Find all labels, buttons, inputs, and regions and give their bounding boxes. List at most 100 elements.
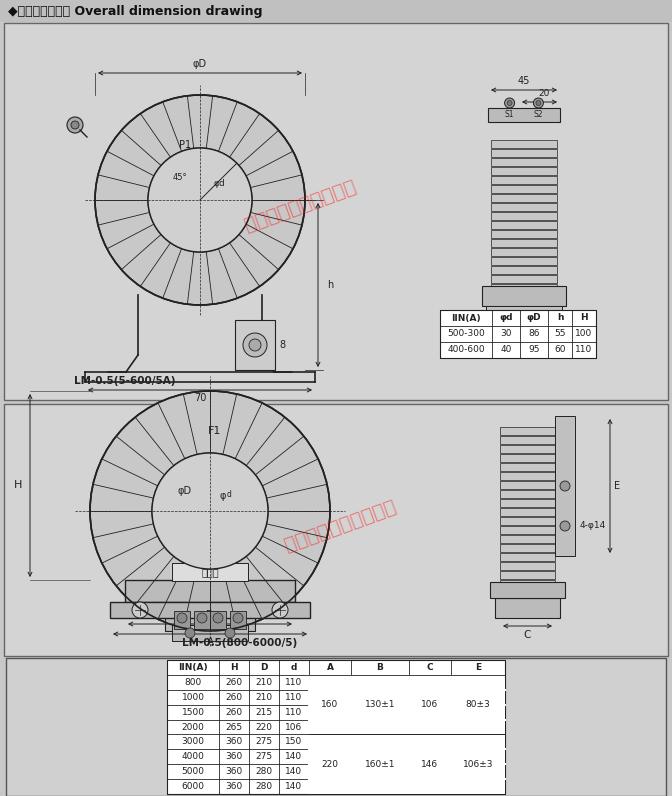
- Text: 95: 95: [528, 345, 540, 354]
- Bar: [495, 598, 560, 618]
- Bar: [500, 427, 555, 435]
- Bar: [491, 149, 557, 157]
- Bar: [409, 675, 451, 735]
- Text: 3000: 3000: [181, 737, 204, 747]
- Text: φd: φd: [499, 314, 513, 322]
- Text: 130±1: 130±1: [365, 700, 395, 709]
- Text: φD: φD: [178, 486, 192, 496]
- Text: 220: 220: [255, 723, 273, 732]
- Circle shape: [534, 98, 544, 108]
- Text: 55: 55: [554, 330, 566, 338]
- Text: φD: φD: [527, 314, 542, 322]
- Text: 500-300: 500-300: [447, 330, 485, 338]
- Text: P1: P1: [179, 140, 191, 150]
- Bar: [351, 675, 409, 735]
- Bar: [172, 563, 248, 581]
- Text: 150: 150: [286, 737, 302, 747]
- Circle shape: [90, 391, 330, 631]
- Text: C: C: [427, 663, 433, 672]
- Text: 360: 360: [225, 737, 243, 747]
- Text: 210: 210: [255, 678, 273, 687]
- Text: 1500: 1500: [181, 708, 204, 716]
- Text: 20: 20: [538, 89, 550, 98]
- Text: S1: S1: [505, 110, 514, 119]
- Text: 140: 140: [286, 752, 302, 761]
- Text: 260: 260: [225, 708, 243, 716]
- Text: 70: 70: [194, 393, 206, 403]
- Text: 106: 106: [421, 700, 439, 709]
- Bar: [491, 158, 557, 166]
- Circle shape: [505, 98, 515, 108]
- Text: 上海五凌電氣有限公司: 上海五凌電氣有限公司: [241, 177, 358, 235]
- Bar: [174, 611, 190, 629]
- Bar: [451, 735, 505, 794]
- Bar: [482, 286, 566, 306]
- Bar: [500, 553, 555, 561]
- Circle shape: [249, 339, 261, 351]
- Circle shape: [507, 100, 512, 106]
- Text: D: D: [260, 663, 267, 672]
- Circle shape: [148, 148, 252, 252]
- Bar: [172, 625, 248, 641]
- Text: 800: 800: [184, 678, 202, 687]
- Bar: [500, 517, 555, 525]
- Text: 140: 140: [286, 782, 302, 791]
- Text: 45°: 45°: [173, 174, 187, 182]
- Circle shape: [197, 613, 207, 623]
- Bar: [194, 611, 210, 629]
- Text: E: E: [614, 481, 620, 491]
- Bar: [500, 526, 555, 534]
- Bar: [500, 562, 555, 570]
- Text: 160±1: 160±1: [365, 759, 395, 769]
- Bar: [167, 660, 505, 794]
- Bar: [555, 416, 575, 556]
- Bar: [500, 490, 555, 498]
- Bar: [309, 675, 351, 735]
- Text: φ: φ: [220, 491, 226, 501]
- Bar: [491, 221, 557, 229]
- Text: 140: 140: [286, 767, 302, 776]
- Text: 40: 40: [501, 345, 511, 354]
- Bar: [125, 580, 295, 602]
- Text: C: C: [523, 630, 531, 640]
- Bar: [500, 580, 555, 588]
- Bar: [491, 140, 557, 148]
- Bar: [488, 108, 560, 122]
- Text: 360: 360: [225, 752, 243, 761]
- Text: 280: 280: [255, 767, 273, 776]
- Bar: [491, 176, 557, 184]
- Bar: [309, 735, 351, 794]
- Bar: [500, 454, 555, 462]
- Bar: [4, 23, 668, 400]
- Bar: [500, 508, 555, 516]
- Circle shape: [560, 481, 570, 491]
- Circle shape: [233, 613, 243, 623]
- Bar: [500, 445, 555, 453]
- Text: 6000: 6000: [181, 782, 204, 791]
- Bar: [6, 658, 666, 796]
- Text: 5000: 5000: [181, 767, 204, 776]
- Bar: [110, 602, 310, 618]
- Bar: [210, 611, 226, 629]
- Circle shape: [71, 121, 79, 129]
- Text: 86: 86: [528, 330, 540, 338]
- Text: 60: 60: [554, 345, 566, 354]
- Text: H: H: [230, 663, 238, 672]
- Text: A: A: [206, 637, 214, 647]
- Text: h: h: [556, 314, 563, 322]
- Bar: [491, 185, 557, 193]
- Bar: [491, 230, 557, 238]
- Bar: [409, 735, 451, 794]
- Text: 265: 265: [225, 723, 243, 732]
- Circle shape: [148, 148, 252, 252]
- Text: 110: 110: [286, 693, 302, 702]
- Text: IIN(A): IIN(A): [451, 314, 480, 322]
- Bar: [491, 275, 557, 283]
- Text: 110: 110: [286, 708, 302, 716]
- Text: 260: 260: [225, 693, 243, 702]
- Text: S2: S2: [534, 110, 543, 119]
- Text: 30: 30: [518, 332, 530, 342]
- Circle shape: [95, 95, 305, 305]
- Text: 275: 275: [255, 737, 273, 747]
- Bar: [4, 404, 668, 656]
